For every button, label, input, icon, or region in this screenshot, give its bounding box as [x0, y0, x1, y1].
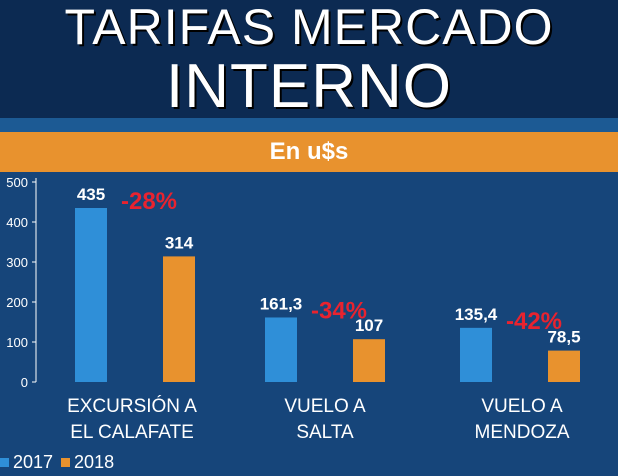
y-tick-label: 300 — [6, 255, 28, 270]
legend-label-2018: 2018 — [74, 451, 115, 472]
bar-2018-1 — [353, 339, 385, 382]
y-tick-label: 200 — [6, 295, 28, 310]
bar-chart: 0 100 200 300 400 500 435 314 -28% EXCURSIÓN A EL … — [6, 175, 580, 443]
data-label-2018-2: 78,5 — [547, 328, 580, 347]
category-label-1-line-1: SALTA — [296, 422, 354, 443]
data-label-2017-1: 161,3 — [260, 294, 303, 313]
y-tick-label: 400 — [6, 215, 28, 230]
bar-2018-2 — [548, 350, 580, 382]
bar-2017-0 — [75, 208, 107, 382]
chart-title-line-2: INTERNO — [166, 52, 452, 121]
change-label-0: -28% — [121, 188, 177, 215]
change-label-1: -34% — [311, 297, 367, 324]
y-tick-label: 100 — [6, 335, 28, 350]
data-label-2018-0: 314 — [165, 233, 194, 252]
legend-label-2017: 2017 — [13, 451, 54, 472]
bar-2017-2 — [460, 327, 492, 382]
bar-2018-0 — [163, 256, 195, 382]
chart-header: TARIFAS MERCADO INTERNO — [0, 0, 618, 118]
category-label-2-line-0: VUELO A — [481, 396, 563, 417]
chart-legend: 2017 2018 — [0, 450, 122, 474]
change-label-2: -42% — [506, 308, 562, 335]
data-label-2018-1: 107 — [355, 316, 383, 335]
chart-subtitle: En u$s — [0, 132, 618, 172]
y-tick-label: 0 — [21, 375, 28, 390]
category-label-0-line-1: EL CALAFATE — [70, 422, 194, 443]
category-label-0-line-0: EXCURSIÓN A — [67, 395, 197, 417]
bar-2017-1 — [265, 317, 297, 382]
chart-title-line-1: TARIFAS MERCADO — [64, 0, 554, 55]
legend-item-2018: 2018 — [61, 452, 114, 473]
data-label-2017-0: 435 — [77, 185, 105, 204]
header-divider — [0, 118, 618, 132]
category-label-2-line-1: MENDOZA — [475, 422, 570, 443]
data-label-2017-2: 135,4 — [455, 305, 498, 324]
category-label-1-line-0: VUELO A — [284, 396, 366, 417]
y-tick-label: 500 — [6, 175, 28, 190]
legend-swatch-2018 — [61, 457, 71, 467]
legend-swatch-2017 — [0, 457, 9, 467]
legend-item-2017: 2017 — [0, 452, 53, 473]
